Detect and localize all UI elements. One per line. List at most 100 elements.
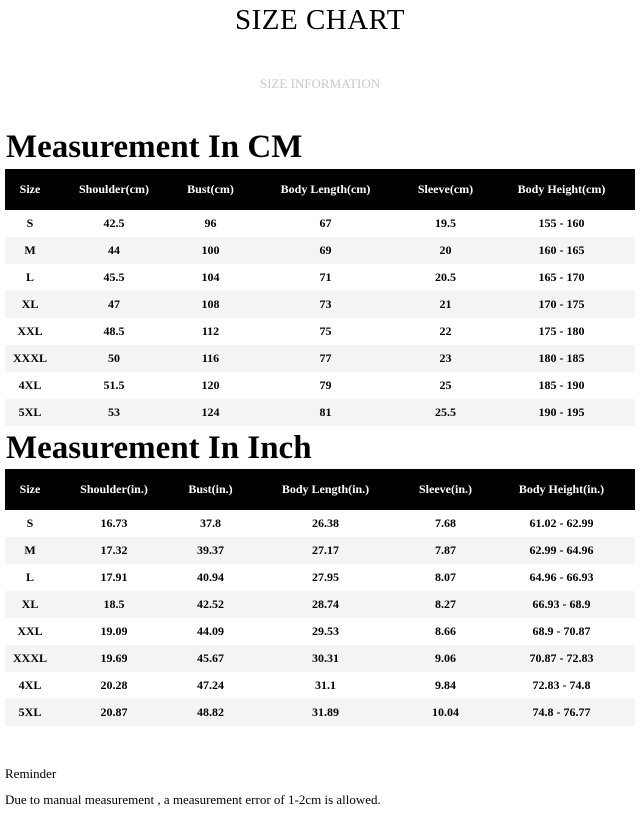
table-cell: XXL xyxy=(17,624,43,638)
table-cell: 50 xyxy=(108,351,120,365)
column-header: Bust(in.) xyxy=(188,482,233,496)
table-cell: 22 xyxy=(439,324,452,338)
table-cell: 185 - 190 xyxy=(538,378,585,392)
table-cell: 8.66 xyxy=(435,624,456,638)
table-cell: 8.07 xyxy=(435,570,456,584)
table-cell: 79 xyxy=(319,378,332,392)
table-cell: XXXL xyxy=(12,351,47,365)
table-cell: 67 xyxy=(319,216,332,230)
table-cell: 120 xyxy=(201,378,220,392)
table-cell: 8.27 xyxy=(435,597,456,611)
table-cell: 42.52 xyxy=(197,597,224,611)
table-cell: 27.95 xyxy=(312,570,339,584)
table-row: M 17.32 39.37 27.17 7.87 62.99 - 64.96 xyxy=(5,537,635,564)
table-cell: 48.5 xyxy=(103,324,125,338)
table-cell: 74.8 - 76.77 xyxy=(532,705,591,719)
table-cell: 42.5 xyxy=(103,216,125,230)
table-row: 5XL 53 124 81 25.5 190 - 195 xyxy=(5,399,635,426)
table-cell: 44 xyxy=(108,243,120,257)
table-cell: 165 - 170 xyxy=(538,270,585,284)
table-cell: 20.5 xyxy=(435,270,456,284)
cm-size-table: Size Shoulder(cm) Bust(cm) Body Length(cm) S… xyxy=(5,169,635,426)
table-cell: 44.09 xyxy=(197,624,224,638)
table-cell: 9.84 xyxy=(435,678,456,692)
table-cell: 7.87 xyxy=(435,543,456,557)
column-header: Sleeve(cm) xyxy=(417,182,474,196)
table-cell: 26.38 xyxy=(312,516,339,530)
table-cell: 81 xyxy=(319,405,332,419)
table-cell: 155 - 160 xyxy=(538,216,585,230)
table-cell: 31.89 xyxy=(312,705,339,719)
table-cell: 27.17 xyxy=(312,543,339,557)
table-cell: 73 xyxy=(319,297,332,311)
inch-section-heading: Measurement In Inch xyxy=(6,430,312,466)
table-cell: XL xyxy=(21,297,39,311)
table-row: XXL 19.09 44.09 29.53 8.66 68.9 - 70.87 xyxy=(5,618,635,645)
table-row: XL 47 108 73 21 170 - 175 xyxy=(5,291,635,318)
table-cell: 47.24 xyxy=(197,678,224,692)
table-row: S 16.73 37.8 26.38 7.68 61.02 - 62.99 xyxy=(5,510,635,537)
table-cell: 10.04 xyxy=(432,705,459,719)
column-header: Size xyxy=(19,182,41,196)
table-cell: 45.5 xyxy=(103,270,125,284)
table-row: XXXL 19.69 45.67 30.31 9.06 70.87 - 72.83 xyxy=(5,645,635,672)
table-cell: 19.5 xyxy=(435,216,456,230)
page-subtitle: SIZE INFORMATION xyxy=(259,76,381,91)
table-cell: 175 - 180 xyxy=(538,324,585,338)
table-row: L 17.91 40.94 27.95 8.07 64.96 - 66.93 xyxy=(5,564,635,591)
table-cell: 17.91 xyxy=(100,570,128,584)
table-cell: 75 xyxy=(319,324,332,338)
column-header: Sleeve(in.) xyxy=(419,482,472,496)
table-cell: 19.09 xyxy=(100,624,128,638)
table-cell: 20 xyxy=(439,243,452,257)
column-header: Shoulder(cm) xyxy=(79,182,149,196)
table-cell: 30.31 xyxy=(312,651,339,665)
table-cell: 19.69 xyxy=(100,651,128,665)
table-cell: 7.68 xyxy=(435,516,456,530)
table-row: XXXL 50 116 77 23 180 - 185 xyxy=(5,345,635,372)
table-cell: M xyxy=(24,243,36,257)
table-cell: 48.82 xyxy=(197,705,224,719)
table-cell: 23 xyxy=(439,351,452,365)
table-cell: L xyxy=(25,270,34,284)
table-cell: 124 xyxy=(201,405,220,419)
table-cell: M xyxy=(24,543,36,557)
table-cell: 108 xyxy=(201,297,220,311)
column-header: Size xyxy=(19,482,41,496)
table-cell: 47 xyxy=(108,297,120,311)
table-cell: 77 xyxy=(319,351,332,365)
table-header-row: Size Shoulder(in.) Bust(in.) Body Length(in… xyxy=(5,469,635,510)
table-cell: 5XL xyxy=(18,405,42,419)
table-cell: 170 - 175 xyxy=(538,297,585,311)
table-cell: 71 xyxy=(319,270,332,284)
table-row: 4XL 51.5 120 79 25 185 - 190 xyxy=(5,372,635,399)
table-cell: 39.37 xyxy=(197,543,224,557)
table-cell: 100 xyxy=(201,243,220,257)
table-row: 4XL 20.28 47.24 31.1 9.84 72.83 - 74.8 xyxy=(5,672,635,699)
column-header: Body Height(cm) xyxy=(517,182,606,196)
table-cell: 9.06 xyxy=(435,651,456,665)
table-cell: 51.5 xyxy=(103,378,125,392)
table-row: L 45.5 104 71 20.5 165 - 170 xyxy=(5,264,635,291)
table-cell: 69 xyxy=(319,243,332,257)
table-cell: S xyxy=(26,516,34,530)
column-header: Bust(cm) xyxy=(187,182,234,196)
table-cell: 31.1 xyxy=(315,678,336,692)
table-cell: 37.8 xyxy=(200,516,221,530)
table-cell: 5XL xyxy=(18,705,42,719)
column-header: Body Length(cm) xyxy=(280,182,371,196)
inch-size-table: Size Shoulder(in.) Bust(in.) Body Length(in… xyxy=(5,469,635,726)
table-cell: 4XL xyxy=(18,678,42,692)
table-cell: 112 xyxy=(201,324,220,338)
table-cell: 53 xyxy=(108,405,120,419)
table-cell: 160 - 165 xyxy=(538,243,585,257)
table-cell: 190 - 195 xyxy=(538,405,585,419)
table-row: 5XL 20.87 48.82 31.89 10.04 74.8 - 76.77 xyxy=(5,699,635,726)
table-cell: 4XL xyxy=(18,378,42,392)
reminder-title: Reminder xyxy=(5,766,57,781)
table-cell: S xyxy=(26,216,34,230)
table-cell: 45.67 xyxy=(197,651,224,665)
table-cell: 29.53 xyxy=(312,624,339,638)
table-cell: 40.94 xyxy=(197,570,224,584)
table-cell: 104 xyxy=(201,270,220,284)
